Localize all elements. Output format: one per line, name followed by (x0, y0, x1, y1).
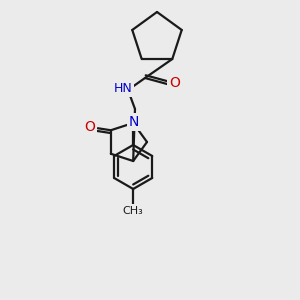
Text: O: O (169, 76, 180, 90)
Text: CH₃: CH₃ (123, 206, 144, 216)
Text: O: O (84, 120, 95, 134)
Text: HN: HN (114, 82, 132, 95)
Text: N: N (129, 115, 140, 129)
